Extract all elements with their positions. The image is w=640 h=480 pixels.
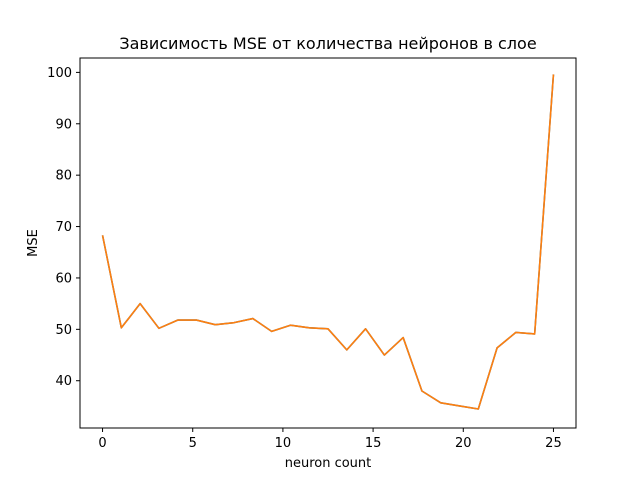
- y-axis-label: MSE: [26, 229, 41, 257]
- x-axis-label: neuron count: [285, 456, 372, 471]
- x-tick-label: 0: [98, 436, 106, 451]
- x-axis-ticks: 0 5 10 15 20 25: [98, 428, 562, 451]
- x-tick-label: 15: [365, 436, 382, 451]
- y-tick-label: 60: [55, 271, 72, 286]
- x-tick-label: 5: [189, 436, 197, 451]
- x-tick-label: 20: [455, 436, 472, 451]
- axes-frame: [79, 57, 577, 429]
- y-tick-label: 50: [55, 323, 72, 338]
- series-line-2: [101, 74, 555, 410]
- chart-title: Зависимость MSE от количества нейронов в…: [119, 34, 536, 53]
- plot-area: [80, 58, 576, 428]
- y-tick-label: 80: [55, 169, 72, 184]
- y-tick-label: 100: [47, 66, 72, 81]
- x-tick-label: 25: [545, 436, 562, 451]
- y-tick-label: 70: [55, 220, 72, 235]
- series-layer: [101, 74, 555, 410]
- y-axis-ticks: 40 50 60 70 80 90 100: [47, 66, 80, 389]
- y-tick-label: 90: [55, 117, 72, 132]
- x-tick-label: 10: [275, 436, 292, 451]
- y-tick-label: 40: [55, 374, 72, 389]
